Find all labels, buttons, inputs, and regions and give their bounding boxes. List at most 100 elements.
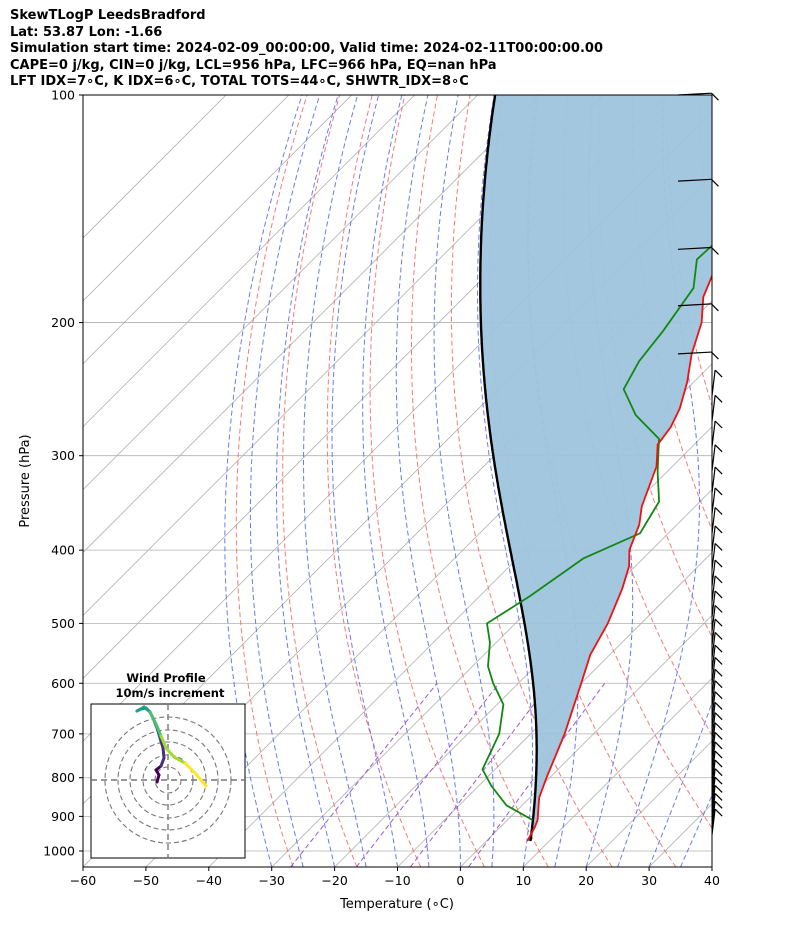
y-tick-label: 400 <box>51 543 75 558</box>
cape-cin-shading <box>480 95 712 841</box>
isotherm-line <box>523 677 712 867</box>
wind-barb <box>711 712 716 739</box>
mixing-ratio-line <box>355 682 500 867</box>
wind-barb-flag <box>714 420 723 429</box>
wind-barb <box>711 543 716 570</box>
wind-barb-flag <box>711 303 719 312</box>
wind-barb <box>711 669 716 696</box>
moist-adiabat-line <box>395 95 461 867</box>
wind-barb-flag <box>714 712 723 721</box>
hodograph-title: Wind Profile <box>126 671 206 685</box>
wind-barb-flag <box>714 768 723 777</box>
wind-barb-flag <box>711 92 719 101</box>
mixing-ratio-line <box>290 682 438 867</box>
moist-adiabat-line <box>433 95 495 867</box>
y-tick-label: 500 <box>51 616 75 631</box>
wind-barb <box>711 444 716 471</box>
moist-adiabat-line <box>276 95 339 867</box>
x-tick-label: −40 <box>196 873 222 888</box>
cin-area <box>480 95 712 841</box>
wind-barb <box>711 722 716 749</box>
wind-barb <box>711 487 716 514</box>
wind-barb <box>711 395 716 422</box>
wind-barb-flag <box>714 444 723 453</box>
isotherm-line <box>83 95 290 302</box>
x-tick-label: −30 <box>259 873 285 888</box>
wind-barb <box>711 680 716 707</box>
moist-adiabat-line <box>477 95 533 867</box>
wind-barb-flag <box>714 701 723 710</box>
wind-barb-flag <box>714 776 723 785</box>
x-tick-label: −10 <box>384 873 410 888</box>
wind-barb-flag <box>714 750 723 759</box>
wind-barb-flag <box>714 741 723 750</box>
wind-barb-flag <box>714 800 723 809</box>
wind-barb <box>677 246 712 250</box>
y-tick-label: 1000 <box>43 843 75 858</box>
wind-barb-flag <box>714 632 723 640</box>
wind-barb-flag <box>714 644 723 653</box>
mixing-ratio-lines <box>290 682 606 867</box>
wind-barb <box>711 801 716 828</box>
dry-adiabat-line <box>763 95 794 867</box>
wind-barb <box>711 467 716 493</box>
isotherm-line <box>775 95 794 867</box>
wind-barb-flag <box>714 691 723 700</box>
isotherm-line <box>83 95 604 616</box>
chart-header: SkewTLogP LeedsBradford Lat: 53.87 Lon: … <box>10 8 603 91</box>
wind-barb-flag <box>714 559 723 568</box>
wind-barb <box>711 657 716 684</box>
hodograph-segment <box>194 772 208 788</box>
hodograph-segment <box>154 722 163 738</box>
wind-barb <box>711 590 716 617</box>
hodograph-segment <box>183 761 198 776</box>
chart-title: SkewTLogP LeedsBradford <box>10 8 206 23</box>
dry-adiabat-line <box>369 95 485 867</box>
hodograph-trace <box>91 704 245 858</box>
x-axis-ticks: −60 −50 −40 −30 −20 −10 0 10 20 30 40 <box>70 867 720 888</box>
y-tick-label: 800 <box>51 770 75 785</box>
wind-barb-flag <box>714 487 723 496</box>
wind-barb <box>711 369 716 396</box>
wind-barb <box>711 525 716 552</box>
moist-adiabat-line <box>303 95 367 867</box>
wind-barb <box>711 751 716 777</box>
x-tick-label: 0 <box>456 873 464 888</box>
mixing-ratio-line <box>409 682 551 867</box>
station-coordinates: Lat: 53.87 Lon: -1.66 <box>10 24 163 40</box>
wind-barb-flag <box>714 394 723 403</box>
wind-barb-flag <box>714 722 723 731</box>
isotherm-line <box>83 95 353 365</box>
x-axis-label: Temperature (∘C) <box>339 897 454 912</box>
x-tick-label: 10 <box>515 873 531 888</box>
wind-barb <box>711 702 716 729</box>
wind-barb <box>711 785 716 812</box>
hodograph-segment <box>161 746 166 760</box>
y-tick-label: 600 <box>51 676 75 691</box>
wind-barb <box>711 768 716 795</box>
isotherm-line <box>83 95 415 428</box>
wind-barb <box>711 741 716 768</box>
wind-barb-flag <box>714 793 723 801</box>
hodograph-segment <box>148 710 158 726</box>
isotherm-line <box>460 614 712 867</box>
wind-barb <box>711 808 716 835</box>
dry-adiabat-line <box>731 95 794 867</box>
dry-adiabat-line <box>235 95 308 867</box>
wind-barb-flag <box>714 785 723 793</box>
parcel-profile-line <box>479 95 538 842</box>
y-axis-ticks: 100 200 300 400 500 600 700 800 900 1000 <box>43 88 83 858</box>
wind-barb-flag <box>714 759 723 768</box>
wind-barb-flag <box>714 732 723 740</box>
simulation-times: Simulation start time: 2024-02-09_00:00:… <box>10 41 603 56</box>
wind-barb <box>711 691 716 718</box>
hodograph-subtitle: 10m/s increment <box>116 686 225 700</box>
x-tick-label: −20 <box>321 873 347 888</box>
y-tick-label: 300 <box>51 448 75 463</box>
temperature-profile-line <box>526 273 712 842</box>
wind-barb-flag <box>714 543 723 551</box>
wind-barb <box>711 605 716 632</box>
moist-adiabat-line <box>249 95 321 867</box>
moist-adiabat-line <box>648 701 712 867</box>
